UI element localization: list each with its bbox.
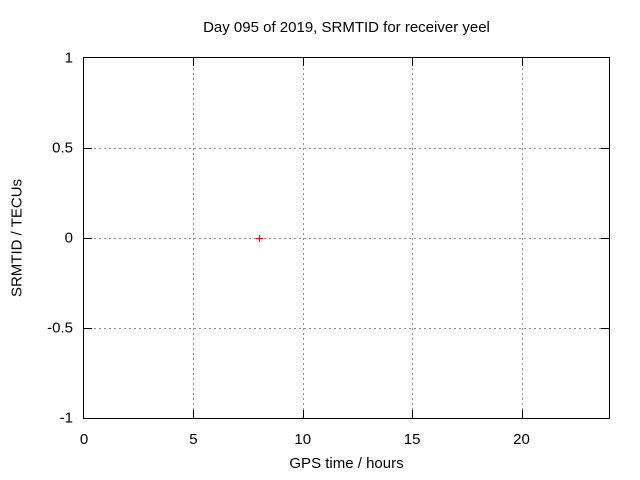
tick-mark-right [601, 148, 609, 149]
y-tick-label: -1 [59, 409, 73, 427]
tick-mark-right [601, 238, 609, 239]
gridline-horizontal [84, 148, 609, 149]
tick-mark-left [84, 238, 92, 239]
x-axis-label: GPS time / hours [289, 455, 404, 472]
y-axis-label: SRMTID / TECUs [8, 178, 26, 298]
x-tick-label: 5 [189, 431, 198, 448]
tick-mark-top [193, 58, 195, 66]
tick-mark-top [521, 58, 523, 66]
y-tick-label: 0.5 [52, 139, 73, 157]
chart-title: Day 095 of 2019, SRMTID for receiver yee… [203, 19, 490, 36]
gridline-horizontal [84, 238, 609, 239]
x-tick-label: 15 [403, 431, 421, 448]
tick-mark-left [84, 328, 92, 329]
y-tick-label: 0 [64, 229, 73, 247]
x-tick-label: 10 [294, 431, 312, 448]
x-tick-label: 0 [79, 431, 89, 448]
data-point-marker [256, 235, 263, 242]
gridline-horizontal [84, 328, 609, 329]
tick-mark-left [84, 148, 92, 149]
tick-mark-bottom [193, 410, 195, 418]
y-tick-label: 1 [64, 49, 73, 67]
y-tick-label: -0.5 [47, 319, 73, 337]
tick-mark-bottom [521, 410, 523, 418]
tick-mark-right [601, 328, 609, 329]
tick-mark-top [302, 58, 304, 66]
x-tick-label: 20 [513, 431, 530, 448]
plot-area: 0 5 10 15 20 -1 -0.5 0 0.5 1 [47, 50, 610, 448]
tick-mark-top [412, 58, 414, 66]
tick-mark-bottom [412, 410, 414, 418]
tick-mark-bottom [302, 410, 304, 418]
